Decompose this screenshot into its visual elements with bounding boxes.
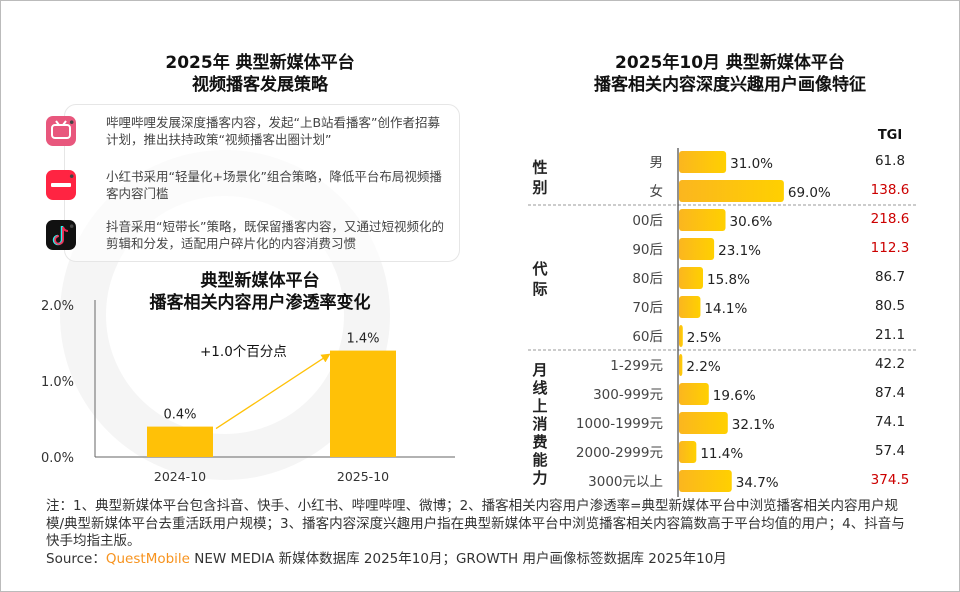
group-label-1: 代际 — [531, 260, 547, 298]
tgi-value: 21.1 — [875, 327, 905, 343]
value-label: 15.8% — [707, 272, 750, 288]
left-title: 2025年 典型新媒体平台 视频播客发展策略 — [60, 52, 460, 96]
xiaohongshu-logo — [46, 170, 76, 200]
row-label: 女 — [650, 183, 664, 200]
left-title-line2: 视频播客发展策略 — [192, 75, 328, 95]
row-label: 300-999元 — [593, 387, 663, 403]
row-label: 男 — [650, 155, 664, 171]
y-tick-label: 1.0% — [41, 375, 74, 390]
value-label: 11.4% — [700, 446, 743, 462]
tgi-value: 61.8 — [875, 153, 905, 169]
group-label-0: 性别 — [531, 159, 547, 197]
value-label: 30.6% — [730, 214, 773, 230]
penetration-chart: 0.0% 1.0% 2.0% 0.4% 2024-10 1.4% 2025-10 +1.0个百… — [41, 299, 455, 484]
bar-90后 — [679, 238, 715, 260]
tgi-value: 87.4 — [875, 385, 905, 401]
trend-arrow — [215, 353, 331, 430]
row-label: 70后 — [632, 300, 663, 316]
change-annotation: +1.0个百分点 — [200, 344, 287, 360]
bar-3000元以上 — [679, 470, 732, 492]
right-title-line2: 播客相关内容深度兴趣用户画像特征 — [594, 75, 866, 95]
bar-2025-10 — [330, 350, 396, 457]
tgi-value: 80.5 — [875, 298, 905, 314]
strategy-text: 抖音采用“短带长”策略，既保留播客内容，又通过短视频化的剪辑和分发，适配用户碎片… — [106, 219, 444, 251]
bullet: • — [68, 115, 76, 130]
right-title-line1: 2025年10月 典型新媒体平台 — [615, 53, 845, 73]
bilibili-logo — [46, 116, 76, 146]
left-title-line1: 2025年 典型新媒体平台 — [165, 53, 355, 73]
value-label: 2.5% — [687, 330, 721, 346]
douyin-logo — [46, 220, 76, 250]
tgi-value: 112.3 — [871, 240, 910, 256]
value-label: 19.6% — [713, 388, 756, 404]
row-label: 90后 — [632, 242, 663, 258]
strategy-card — [64, 104, 460, 262]
row-label: 1-299元 — [610, 358, 663, 374]
source-prefix: Source： — [46, 550, 106, 567]
value-label: 34.7% — [736, 475, 779, 491]
group-label-2: 月线上消费能力 — [531, 361, 547, 487]
value-label: 23.1% — [718, 243, 761, 259]
footnote: 注：1、典型新媒体平台包含抖音、快手、小红书、哔哩哔哩、微博；2、播客相关内容用… — [46, 498, 905, 549]
value-label: 2.2% — [686, 359, 720, 375]
x-tick-label: 2025-10 — [337, 469, 389, 484]
value-label: 14.1% — [704, 301, 747, 317]
tgi-value: 86.7 — [875, 269, 905, 285]
x-tick-label: 2024-10 — [154, 469, 206, 484]
strategy-text: 哔哩哔哩发展深度播客内容，发起“上B站看播客”创作者招募计划，推出扶持政策“视频… — [106, 115, 441, 147]
value-label: 69.0% — [788, 185, 831, 201]
bar-80后 — [679, 267, 704, 289]
tgi-value: 218.6 — [871, 211, 910, 227]
value-label: 31.0% — [730, 156, 773, 172]
y-tick-label: 2.0% — [41, 299, 74, 314]
bar-男 — [679, 151, 727, 173]
tgi-value: 42.2 — [875, 356, 905, 372]
bar-1000-1999元 — [679, 412, 728, 434]
bar-2000-2999元 — [679, 441, 697, 463]
data-label: 0.4% — [163, 408, 196, 423]
y-tick-label: 0.0% — [41, 451, 74, 466]
tgi-value: 138.6 — [871, 182, 910, 198]
tgi-value: 74.1 — [875, 414, 905, 430]
source-rest: NEW MEDIA 新媒体数据库 2025年10月；GROWTH 用户画像标签数… — [189, 550, 727, 567]
tgi-value: 374.5 — [871, 472, 910, 488]
row-label: 80后 — [632, 271, 663, 287]
tgi-value: 57.4 — [875, 443, 905, 459]
row-label: 3000元以上 — [588, 474, 663, 490]
penetration-chart-title: 典型新媒体平台 播客相关内容用户渗透率变化 — [60, 270, 460, 314]
source-brand: QuestMobile — [105, 550, 190, 567]
chart-title-line2: 播客相关内容用户渗透率变化 — [149, 293, 371, 313]
bar-300-999元 — [679, 383, 709, 405]
bar-00后 — [679, 209, 726, 231]
value-label: 32.1% — [732, 417, 775, 433]
bullet: • — [68, 169, 76, 184]
footer: 注：1、典型新媒体平台包含抖音、快手、小红书、哔哩哔哩、微博；2、播客相关内容用… — [46, 498, 916, 568]
strategy-text: 小红书采用“轻量化+场景化”组合策略，降低平台布局视频播客内容门槛 — [106, 169, 442, 201]
tgi-header: TGI — [878, 128, 902, 143]
bar-2024-10 — [147, 426, 213, 457]
row-label: 60后 — [632, 329, 663, 345]
row-label: 2000-2999元 — [576, 445, 663, 461]
source-line: Source：QuestMobile NEW MEDIA 新媒体数据库 2025… — [46, 551, 916, 569]
row-label: 00后 — [632, 213, 663, 229]
bar-1-299元 — [679, 354, 683, 376]
row-label: 1000-1999元 — [576, 416, 663, 432]
right-title: 2025年10月 典型新媒体平台 播客相关内容深度兴趣用户画像特征 — [520, 52, 940, 96]
bar-60后 — [679, 325, 683, 347]
bullet: • — [68, 219, 76, 234]
data-label: 1.4% — [346, 332, 379, 347]
chart-title-line1: 典型新媒体平台 — [200, 271, 320, 291]
bar-70后 — [679, 296, 701, 318]
bar-女 — [679, 180, 784, 202]
profile-chart: TGI 男 31.0% 61.8 女 69.0% 138.6 性别 00后 30.6% 218.6 9… — [528, 128, 918, 497]
